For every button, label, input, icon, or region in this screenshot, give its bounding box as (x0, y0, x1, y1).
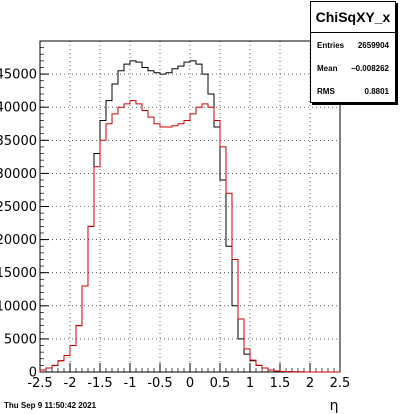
x-tick-label: 1 (246, 376, 254, 391)
y-tick-label: 40000 (0, 101, 37, 116)
histogram-series (39, 60, 341, 373)
x-tick-label: 2.5 (330, 376, 351, 391)
stats-row-rms: RMS 0.8801 (311, 79, 395, 102)
stats-entries-label: Entries (317, 41, 345, 50)
stats-rms-label: RMS (317, 87, 335, 96)
y-tick-label: 5000 (4, 332, 37, 347)
x-axis-label: η (330, 398, 339, 414)
stats-title: ChiSqXY_x (311, 2, 395, 33)
stats-rms-value: 0.8801 (364, 87, 389, 96)
x-tick-label: 0.5 (210, 376, 231, 391)
y-tick-label: 10000 (0, 299, 37, 314)
timestamp: Thu Sep 9 11:50:42 2021 (4, 401, 97, 410)
y-tick-label: 30000 (0, 167, 37, 182)
x-tick-label: -1 (124, 376, 137, 391)
stats-mean-label: Mean (317, 64, 338, 73)
x-tick-label: -2.5 (27, 376, 52, 391)
x-tick-label: 2 (306, 376, 314, 391)
stats-mean-value: −0.008262 (350, 64, 389, 73)
stats-row-mean: Mean −0.008262 (311, 56, 395, 79)
x-tick-label: -2 (64, 376, 77, 391)
grid-lines (40, 41, 340, 372)
y-tick-label: 20000 (0, 233, 37, 248)
y-tick-label: 15000 (0, 266, 37, 281)
stats-entries-value: 2659904 (357, 41, 389, 50)
y-tick-label: 25000 (0, 200, 37, 215)
x-tick-label: 0 (186, 376, 194, 391)
y-tick-label: 0 (29, 366, 37, 381)
y-axis-ticks: 0 5000 10000 15000 20000 25000 30000 35000 40000… (0, 40, 49, 381)
y-tick-label: 45000 (0, 68, 37, 83)
y-tick-label: 35000 (0, 134, 37, 149)
x-axis-ticks: -2.5 -2 -1.5 -1 -0.5 0 0.5 1 1.5 2 2.5 (27, 363, 350, 391)
x-tick-label: -0.5 (147, 376, 172, 391)
x-tick-label: -1.5 (87, 376, 112, 391)
x-tick-label: 1.5 (270, 376, 291, 391)
stats-row-entries: Entries 2659904 (311, 33, 395, 56)
stats-box: ChiSqXY_x Entries 2659904 Mean −0.008262… (310, 1, 396, 103)
histogram-series-1 (39, 100, 341, 373)
